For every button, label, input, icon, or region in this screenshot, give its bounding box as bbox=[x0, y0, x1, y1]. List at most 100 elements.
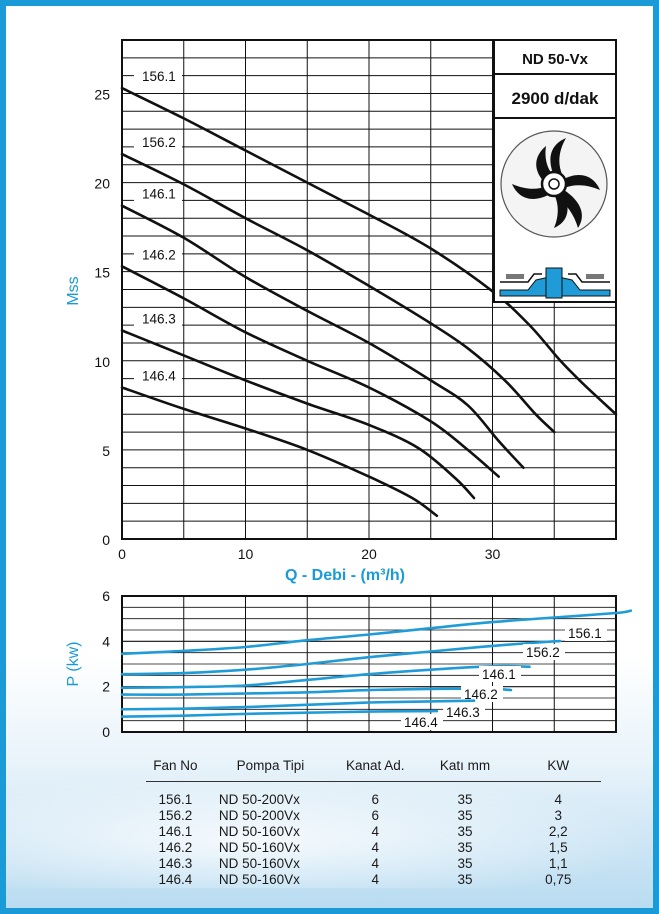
series-label-bg bbox=[565, 625, 607, 641]
table-cell: 3 bbox=[554, 808, 563, 823]
table-cell: 35 bbox=[457, 872, 473, 887]
table-cell: ND 50-160Vx bbox=[218, 840, 300, 855]
series-label: 156.1 bbox=[568, 626, 602, 641]
column-header: Pompa Tipi bbox=[204, 758, 337, 782]
power-curve bbox=[120, 709, 439, 718]
series-label: 146.3 bbox=[446, 705, 480, 720]
series-label-bg bbox=[134, 368, 182, 384]
table-cell: 35 bbox=[457, 840, 473, 855]
y-tick-label: 6 bbox=[102, 588, 110, 604]
table-cell: 6 bbox=[371, 808, 380, 823]
series-label: 146.2 bbox=[464, 687, 498, 702]
table-cell: 35 bbox=[457, 792, 473, 807]
series-label-bg bbox=[443, 704, 485, 720]
series-label-bg bbox=[134, 247, 182, 263]
table-cell: 4 bbox=[371, 824, 380, 839]
power-chart: 0 2 4 6 P (kw) 156.1 156.2 146.1 146.2 146.3 146.4 bbox=[65, 588, 633, 740]
power-curve bbox=[120, 639, 562, 676]
y-tick-label: 4 bbox=[102, 633, 110, 649]
series-label-bg bbox=[461, 686, 503, 702]
table-header-row: Fan No Pompa Tipi Kanat Ad. Katı mm KW bbox=[146, 758, 601, 782]
impeller-icon bbox=[500, 130, 608, 238]
column-header: Fan No bbox=[146, 758, 205, 782]
table-row: 156.2 ND 50-200Vx 6 35 3 bbox=[146, 808, 601, 824]
table-cell: 35 bbox=[457, 824, 473, 839]
y-axis-label: P (kw) bbox=[65, 641, 82, 686]
y-tick-label: 2 bbox=[102, 679, 110, 695]
series-label: 156.2 bbox=[526, 645, 560, 660]
pump-spec-table: Fan No Pompa Tipi Kanat Ad. Katı mm KW 1… bbox=[146, 758, 601, 888]
x-axis-label: Q - Debi - (m³/h) bbox=[285, 567, 405, 584]
x-tick-label: 10 bbox=[238, 546, 254, 562]
series-label-bg bbox=[134, 311, 182, 327]
impeller-section-icon bbox=[498, 267, 612, 299]
table-cell: 1,5 bbox=[548, 840, 568, 855]
column-header: KW bbox=[515, 758, 601, 782]
table-cell: 0,75 bbox=[545, 872, 572, 887]
table-row: 146.1 ND 50-160Vx 4 35 2,2 bbox=[146, 824, 601, 840]
table-cell: ND 50-160Vx bbox=[218, 856, 300, 871]
table-cell: 4 bbox=[371, 840, 380, 855]
series-label-bg bbox=[479, 666, 521, 682]
head-curve bbox=[120, 386, 439, 518]
series-label: 146.1 bbox=[142, 187, 176, 202]
model-info-box: ND 50-Vx 2900 d/dak bbox=[493, 39, 617, 303]
table-cell: 146.3 bbox=[158, 856, 193, 871]
y-tick-label: 5 bbox=[102, 443, 110, 459]
table-cell: 4 bbox=[554, 792, 563, 807]
table-row: 156.1 ND 50-200Vx 6 35 4 bbox=[146, 782, 601, 809]
table-row: 146.4 ND 50-160Vx 4 35 0,75 bbox=[146, 872, 601, 888]
table-cell: 146.2 bbox=[158, 840, 193, 855]
table-row: 146.3 ND 50-160Vx 4 35 1,1 bbox=[146, 856, 601, 872]
table-cell: ND 50-200Vx bbox=[218, 808, 300, 823]
series-label-bg bbox=[134, 135, 182, 151]
table-cell: 4 bbox=[371, 856, 380, 871]
head-curve bbox=[120, 329, 476, 500]
series-label: 146.2 bbox=[142, 247, 176, 262]
power-curve bbox=[120, 609, 633, 656]
series-label: 146.3 bbox=[142, 311, 176, 326]
table-cell: ND 50-160Vx bbox=[218, 872, 300, 887]
y-axis-label: Mss bbox=[65, 276, 82, 305]
model-name: ND 50-Vx bbox=[522, 51, 589, 68]
y-tick-label: 10 bbox=[94, 354, 110, 370]
series-label: 156.2 bbox=[142, 135, 176, 150]
y-tick-label: 0 bbox=[102, 724, 110, 740]
y-tick-label: 0 bbox=[102, 532, 110, 548]
series-label-bg bbox=[134, 69, 182, 85]
series-label: 146.4 bbox=[142, 369, 176, 384]
table-cell: 146.1 bbox=[158, 824, 193, 839]
x-tick-label: 20 bbox=[361, 546, 377, 562]
column-header: Kanat Ad. bbox=[336, 758, 415, 782]
table-cell: ND 50-200Vx bbox=[218, 792, 300, 807]
y-tick-label: 25 bbox=[94, 86, 110, 102]
series-label: 156.1 bbox=[142, 69, 176, 84]
x-tick-label: 30 bbox=[485, 546, 501, 562]
series-label-bg bbox=[401, 714, 443, 730]
table-cell: 156.1 bbox=[158, 792, 193, 807]
x-tick-label: 0 bbox=[118, 546, 126, 562]
table-cell: 4 bbox=[371, 872, 380, 887]
series-label: 146.1 bbox=[482, 667, 516, 682]
y-tick-label: 15 bbox=[94, 265, 110, 281]
series-label-bg bbox=[134, 186, 182, 202]
series-label: 146.4 bbox=[404, 715, 438, 730]
table-row: 146.2 ND 50-160Vx 4 35 1,5 bbox=[146, 840, 601, 856]
column-header: Katı mm bbox=[414, 758, 516, 782]
table-cell: 146.4 bbox=[158, 872, 193, 887]
series-label-bg bbox=[523, 644, 565, 660]
table-cell: ND 50-160Vx bbox=[218, 824, 300, 839]
head-curve bbox=[120, 265, 500, 478]
table-cell: 35 bbox=[457, 808, 473, 823]
power-curve bbox=[120, 699, 476, 711]
table-cell: 6 bbox=[371, 792, 380, 807]
table-cell: 35 bbox=[457, 856, 473, 871]
y-tick-label: 20 bbox=[94, 176, 110, 192]
model-speed: 2900 d/dak bbox=[512, 89, 599, 108]
head-curve bbox=[120, 152, 556, 434]
table-cell: 1,1 bbox=[548, 856, 568, 871]
head-curve bbox=[120, 86, 618, 416]
table-cell: 2,2 bbox=[548, 824, 568, 839]
